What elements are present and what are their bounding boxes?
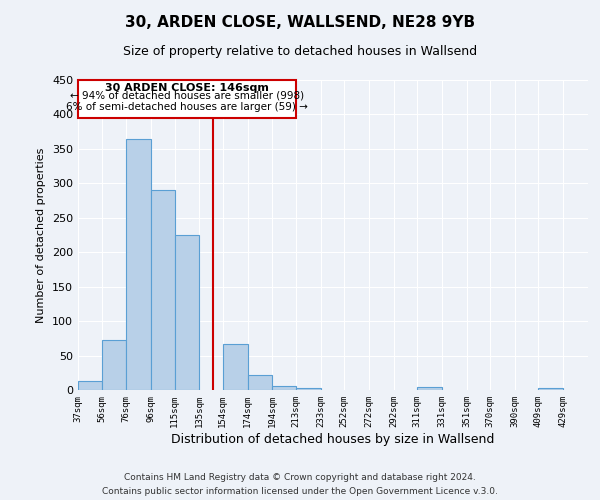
Text: ← 94% of detached houses are smaller (998): ← 94% of detached houses are smaller (99… — [70, 91, 304, 101]
Bar — [78, 381, 101, 390]
Y-axis label: Number of detached properties: Number of detached properties — [37, 148, 46, 322]
Bar — [126, 138, 151, 390]
Bar — [538, 388, 563, 390]
Text: Contains HM Land Registry data © Crown copyright and database right 2024.: Contains HM Land Registry data © Crown c… — [124, 472, 476, 482]
Text: 30, ARDEN CLOSE, WALLSEND, NE28 9YB: 30, ARDEN CLOSE, WALLSEND, NE28 9YB — [125, 15, 475, 30]
Bar — [248, 375, 272, 390]
Text: Size of property relative to detached houses in Wallsend: Size of property relative to detached ho… — [123, 45, 477, 58]
FancyBboxPatch shape — [78, 80, 296, 118]
Bar — [272, 386, 296, 390]
X-axis label: Distribution of detached houses by size in Wallsend: Distribution of detached houses by size … — [172, 432, 494, 446]
Bar — [296, 388, 320, 390]
Bar — [417, 386, 442, 390]
Text: Contains public sector information licensed under the Open Government Licence v.: Contains public sector information licen… — [102, 488, 498, 496]
Text: 30 ARDEN CLOSE: 146sqm: 30 ARDEN CLOSE: 146sqm — [105, 83, 269, 93]
Bar — [223, 344, 248, 390]
Text: 6% of semi-detached houses are larger (59) →: 6% of semi-detached houses are larger (5… — [66, 102, 308, 112]
Bar — [175, 235, 199, 390]
Bar — [101, 340, 126, 390]
Bar — [151, 190, 175, 390]
